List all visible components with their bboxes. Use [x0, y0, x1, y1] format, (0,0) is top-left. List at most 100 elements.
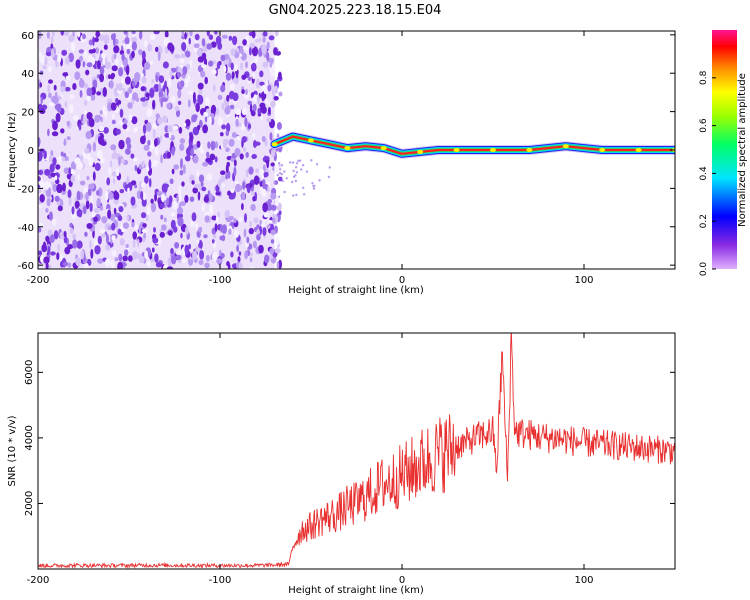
noise-speckle-dot	[152, 247, 155, 253]
noise-speckle-dot	[49, 163, 55, 173]
noise-speckle-dot	[233, 230, 239, 238]
noise-speckle-dot	[175, 250, 182, 256]
noise-speckle-dot	[144, 61, 151, 70]
noise-speckle-dot	[195, 222, 199, 230]
noise-speckle-dot	[229, 104, 235, 110]
noise-speckle-dot	[278, 210, 282, 216]
noise-speckle-dot	[253, 90, 258, 96]
noise-speckle-dot	[127, 187, 130, 193]
noise-speckle-dot	[111, 114, 115, 119]
noise-speckle-dot	[247, 76, 252, 81]
noise-speckle-dot	[92, 79, 98, 89]
signal-track-point	[308, 138, 314, 143]
noise-speckle-dot	[92, 141, 97, 152]
noise-speckle-dot	[220, 132, 224, 137]
noise-speckle-dot	[292, 194, 295, 197]
noise-speckle-dot	[243, 228, 247, 238]
x-tick-label: -100	[209, 275, 232, 286]
noise-speckle-dot	[131, 31, 136, 35]
noise-speckle-dot	[262, 202, 268, 213]
noise-speckle-dot	[211, 69, 217, 75]
noise-speckle-dot	[147, 43, 153, 52]
noise-speckle-dot	[271, 89, 275, 96]
snr-y-label: SNR (10 * v/v)	[7, 415, 18, 486]
noise-speckle-dot	[50, 36, 54, 44]
noise-speckle-dot	[230, 48, 236, 57]
signal-track	[269, 131, 675, 159]
noise-speckle-dot	[103, 34, 110, 45]
noise-speckle-dot	[194, 33, 200, 41]
noise-speckle-dot	[77, 174, 80, 181]
noise-speckle-dot	[100, 116, 103, 123]
noise-speckle-dot	[48, 79, 53, 84]
noise-speckle-dot	[190, 220, 195, 228]
noise-speckle-dot	[57, 156, 62, 164]
noise-speckle-dot	[72, 239, 78, 249]
noise-speckle-dot	[235, 118, 239, 128]
noise-speckle-dot	[204, 76, 208, 85]
noise-speckle-dot	[67, 262, 72, 268]
noise-speckle-dot	[145, 92, 150, 98]
noise-speckle-dot	[236, 48, 240, 53]
x-tick-label: -100	[209, 575, 232, 586]
noise-speckle-dot	[204, 115, 208, 123]
noise-speckle-dot	[104, 190, 109, 201]
noise-speckle-dot	[240, 123, 245, 131]
noise-speckle-dot	[140, 135, 146, 145]
noise-speckle-dot	[264, 254, 270, 264]
noise-speckle-dot	[160, 154, 163, 164]
noise-speckle-dot	[311, 182, 314, 185]
noise-speckle-dot	[55, 112, 61, 123]
noise-speckle-dot	[121, 53, 125, 61]
signal-track-point	[453, 148, 460, 152]
noise-speckle-dot	[150, 198, 154, 204]
noise-speckle-dot	[196, 239, 200, 244]
noise-speckle-dot	[52, 218, 57, 226]
noise-speckle-dot	[97, 235, 102, 245]
noise-speckle-dot	[180, 232, 183, 239]
noise-speckle-dot	[124, 76, 131, 85]
noise-speckle-dot	[105, 61, 112, 70]
figure-title: GN04.2025.223.18.15.E04	[269, 3, 442, 18]
noise-speckle-dot	[74, 157, 81, 165]
noise-speckle-dot	[277, 195, 281, 198]
noise-speckle-dot	[214, 31, 218, 35]
noise-speckle-dot	[176, 194, 179, 203]
noise-speckle-dot	[57, 53, 62, 63]
noise-speckle-dot	[253, 94, 258, 103]
noise-speckle-dot	[60, 128, 65, 134]
noise-speckle-dot	[259, 219, 262, 226]
noise-speckle-dot	[74, 71, 81, 80]
noise-speckle-dot	[68, 167, 71, 176]
noise-speckle-dot	[238, 262, 243, 269]
noise-speckle-dot	[276, 174, 279, 177]
noise-speckle-dot	[48, 102, 54, 107]
noise-speckle-dot	[267, 220, 273, 225]
noise-speckle-dot	[297, 159, 300, 162]
noise-speckle-dot	[93, 216, 98, 222]
noise-speckle-dot	[242, 147, 247, 152]
noise-speckle-dot	[143, 232, 147, 239]
noise-speckle-dot	[86, 62, 93, 68]
noise-speckle-dot	[194, 183, 200, 189]
noise-speckle-dot	[64, 246, 71, 255]
noise-speckle-dot	[261, 188, 267, 198]
noise-speckle-dot	[199, 149, 205, 154]
noise-speckle-dot	[220, 54, 226, 62]
noise-speckle-dot	[157, 51, 161, 62]
noise-speckle-dot	[99, 34, 105, 41]
noise-speckle-dot	[71, 206, 75, 215]
noise-speckle-dot	[274, 197, 279, 207]
noise-speckle-dot	[96, 91, 101, 96]
noise-speckle-dot	[169, 178, 174, 185]
noise-speckle-dot	[241, 136, 247, 143]
noise-speckle-dot	[115, 128, 121, 135]
noise-speckle-dot	[174, 54, 181, 59]
noise-speckle-dot	[180, 158, 183, 168]
noise-speckle-dot	[225, 147, 230, 152]
noise-speckle-dot	[175, 254, 182, 261]
noise-speckle-dot	[274, 31, 279, 37]
noise-speckle-dot	[255, 168, 260, 174]
noise-speckle-dot	[100, 31, 103, 35]
noise-speckle-dot	[40, 96, 43, 104]
